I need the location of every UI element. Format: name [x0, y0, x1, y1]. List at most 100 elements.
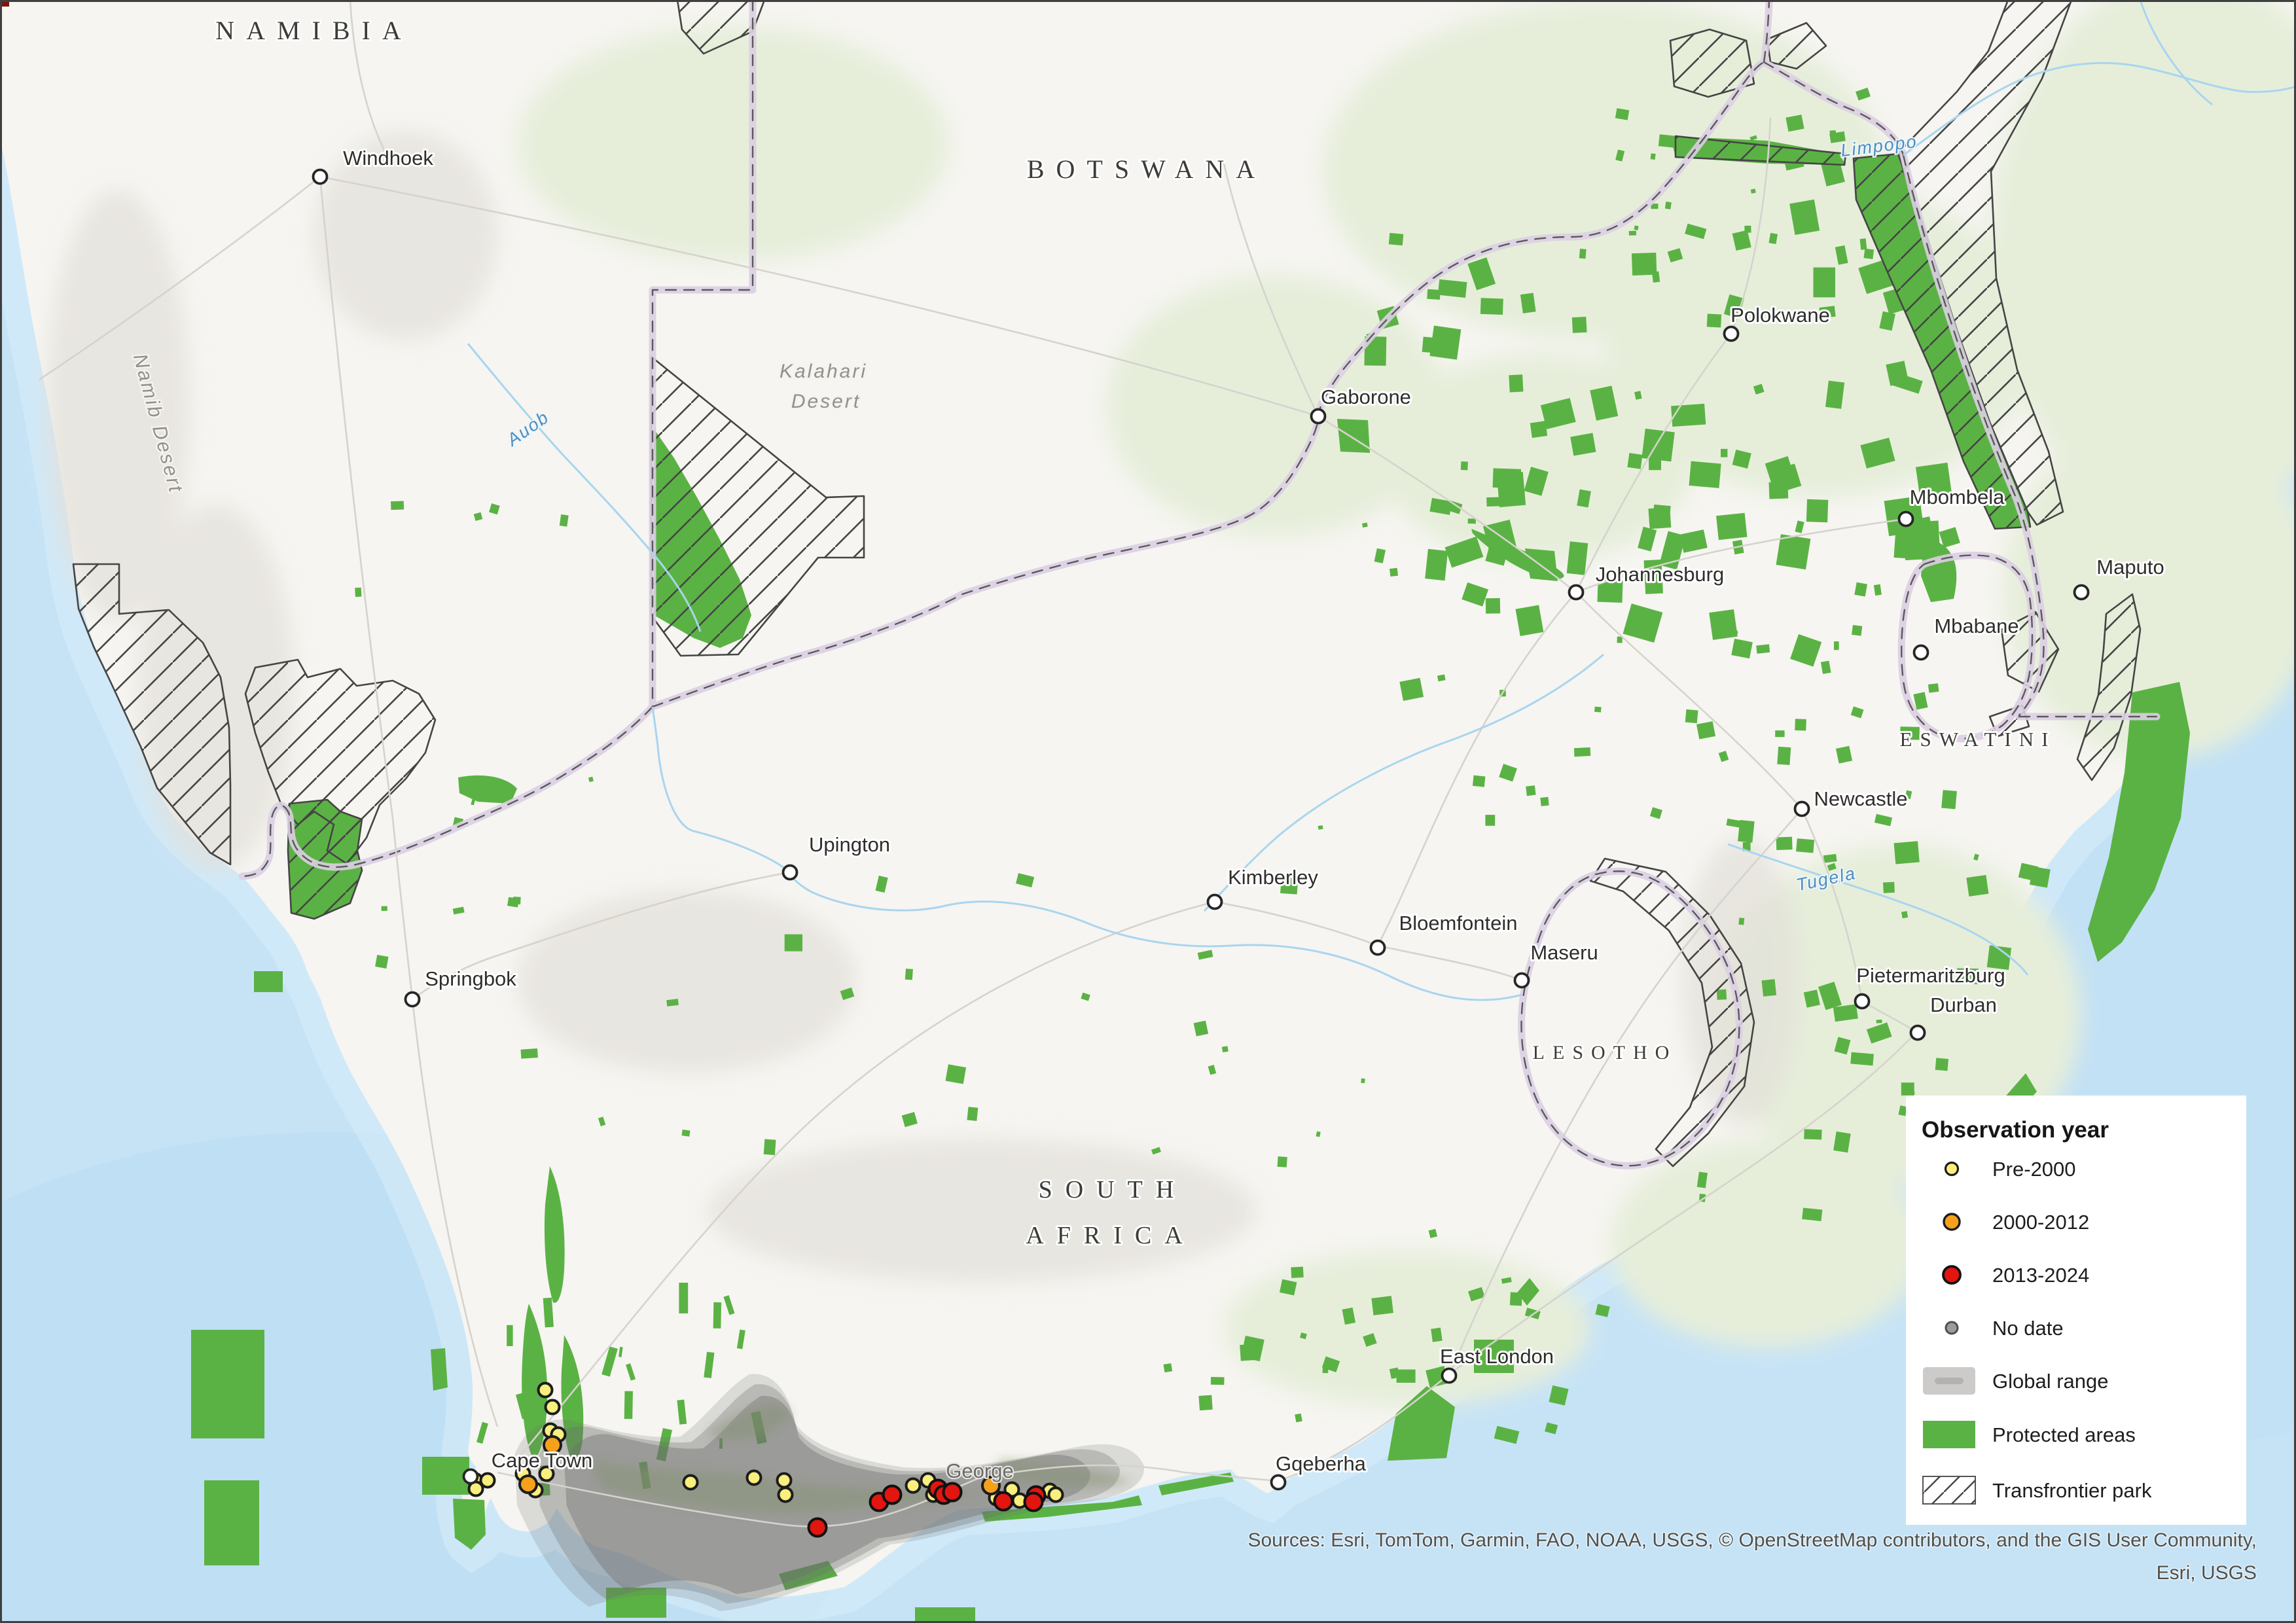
protected-area-patch: [1898, 1105, 1908, 1116]
protected-area-patch: [1363, 1332, 1377, 1347]
protected-area-patch: [1866, 1022, 1892, 1044]
transfrontier-parks-layer: [72, 0, 2142, 1168]
protected-area-patch: [1901, 1082, 1914, 1096]
protected-area-patch: [1485, 597, 1501, 614]
protected-area-patch: [1893, 841, 1920, 865]
protected-area-patch: [626, 1363, 636, 1381]
protected-area-patch: [1833, 1131, 1851, 1153]
city-marker: [1369, 939, 1386, 956]
observation-point-pre2000: [479, 1472, 496, 1489]
protected-area-patch: [1756, 644, 1770, 654]
protected-area-patch: [471, 798, 476, 806]
protected-area-patch: [1742, 842, 1751, 851]
legend-title: Observation year: [1922, 1117, 2109, 1143]
protected-area-patch: [1726, 818, 1741, 828]
protected-area-patch: [381, 906, 387, 911]
city-kimberley: Kimberley: [1206, 864, 1320, 910]
protected-area-patch: [1566, 541, 1588, 575]
protected-area-patch: [704, 1351, 715, 1378]
city-springbok: Springbok: [404, 965, 518, 1008]
protected-area-patch: [679, 1283, 689, 1313]
protected-area-patch: [1785, 115, 1804, 132]
protected-area-patch: [1295, 1413, 1302, 1423]
protected-area-patch: [1361, 1078, 1365, 1084]
protected-area-patch: [1429, 497, 1452, 515]
protected-area-patch: [1956, 968, 1979, 984]
observation-point-y2000: [981, 1476, 1001, 1495]
observation-point-pre2000: [537, 1382, 554, 1399]
legend-2013-2024-icon: [1942, 1265, 1962, 1285]
protected-area-patch: [1825, 380, 1845, 409]
protected-area-patch: [1696, 1171, 1708, 1188]
legend-transfrontier-icon-hatch: [1923, 1476, 1975, 1504]
observation-point-pre2000: [1047, 1486, 1064, 1503]
protected-area-patch: [1856, 87, 1871, 101]
city-marker: [462, 1468, 479, 1485]
protected-area-patch: [1876, 1019, 1882, 1024]
protected-area-patch: [1396, 1369, 1416, 1383]
protected-area-patch: [355, 587, 362, 597]
protected-area-patch: [1299, 1332, 1307, 1340]
protected-area-patch: [1775, 730, 1785, 738]
protected-area-patch: [1509, 374, 1524, 393]
protected-area-patch: [1803, 990, 1820, 1008]
protected-area-patch: [1813, 267, 1835, 298]
protected-area-patch: [1623, 603, 1663, 643]
protected-area-patch: [1540, 398, 1576, 429]
legend-pre2000-label: Pre-2000: [1992, 1158, 2076, 1181]
protected-area-patch: [1658, 134, 1676, 148]
protected-area-patch: [588, 776, 594, 783]
protected-area-patch: [1833, 1004, 1858, 1022]
protected-area-patch: [1431, 1327, 1443, 1342]
protected-area-patch: [1198, 1395, 1213, 1411]
city-marker: [1270, 1474, 1287, 1491]
protected-area-patch: [1480, 298, 1503, 315]
protected-area-patch: [1549, 1385, 1569, 1406]
protected-area-patch: [1943, 793, 1951, 802]
protected-area-patch: [1893, 532, 1924, 560]
city-gqeberha: Gqeberha: [1270, 1450, 1369, 1491]
protected-area-patch: [1577, 489, 1591, 508]
protected-area-patch: [1820, 660, 1831, 674]
protected-area-patch: [1634, 225, 1639, 230]
protected-area-patch: [1444, 536, 1484, 568]
protected-area-patch: [1732, 230, 1751, 251]
protected-area-patch: [1390, 567, 1399, 577]
protected-area-patch: [1731, 638, 1753, 659]
protected-area-patch: [1571, 316, 1587, 333]
protected-area-patch: [1617, 636, 1623, 643]
protected-area-patch: [512, 897, 521, 904]
city-pietermaritzburg: Pietermaritzburg: [1854, 962, 2007, 1010]
protected-area-patch: [1795, 719, 1806, 731]
protected-area-patch: [905, 969, 913, 980]
protected-area-patch: [1389, 1367, 1400, 1380]
protected-area-patch: [476, 1421, 488, 1444]
protected-area-patch: [1913, 692, 1928, 710]
city-label: Windhoek: [343, 147, 433, 169]
protected-area-patch: [1399, 677, 1424, 701]
protected-area-patch: [1823, 853, 1837, 863]
protected-area-patch: [1795, 520, 1804, 533]
city-label: Mbabane: [1934, 615, 2018, 637]
protected-area-patch: [1197, 950, 1213, 960]
protected-area-patch: [1499, 764, 1517, 782]
protected-area-patch: [1193, 1020, 1209, 1037]
observation-point-pre2000: [538, 1465, 555, 1482]
protected-area-patch: [1768, 232, 1778, 245]
city-marker: [1310, 408, 1327, 425]
protected-area-patch: [1900, 726, 1920, 740]
protected-area-patch: [1860, 437, 1895, 469]
protected-area-patch: [875, 876, 888, 893]
protected-area-patch: [763, 1139, 776, 1155]
protected-area-patch: [1789, 199, 1820, 235]
protected-area-patch: [520, 1048, 538, 1059]
protected-area-patch: [1874, 813, 1893, 827]
protected-area-patch: [1939, 527, 1960, 548]
protected-area-patch: [840, 987, 855, 1001]
protected-area-patch: [967, 1107, 978, 1121]
protected-area-patch: [666, 999, 679, 1007]
protected-area-patch: [1467, 1287, 1485, 1302]
legend-2013-2024-label: 2013-2024: [1992, 1264, 2089, 1287]
city-marker: [1206, 893, 1223, 910]
protected-area-patch: [1486, 497, 1500, 507]
